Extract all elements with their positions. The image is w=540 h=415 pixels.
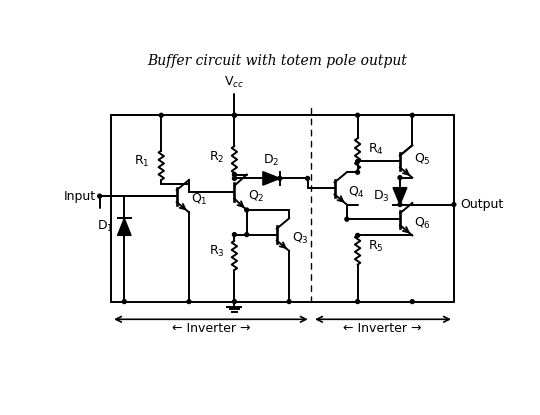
Circle shape: [287, 300, 291, 303]
Text: Output: Output: [460, 198, 503, 211]
Text: Q$_3$: Q$_3$: [292, 231, 309, 246]
Text: Q$_6$: Q$_6$: [414, 215, 431, 231]
Text: Input: Input: [64, 190, 96, 203]
Text: Q$_2$: Q$_2$: [248, 188, 265, 204]
Circle shape: [233, 300, 237, 303]
Text: V$_{cc}$: V$_{cc}$: [224, 75, 245, 90]
Circle shape: [356, 113, 360, 117]
Polygon shape: [263, 172, 280, 185]
Text: D$_2$: D$_2$: [263, 152, 280, 168]
Polygon shape: [393, 188, 407, 205]
Text: Q$_1$: Q$_1$: [191, 193, 207, 208]
Circle shape: [345, 217, 349, 221]
Circle shape: [356, 300, 360, 303]
Text: R$_5$: R$_5$: [368, 239, 383, 254]
Circle shape: [159, 113, 163, 117]
Text: R$_4$: R$_4$: [368, 142, 383, 157]
Circle shape: [306, 176, 309, 180]
Circle shape: [245, 208, 248, 212]
Text: D$_1$: D$_1$: [97, 220, 113, 234]
Circle shape: [356, 234, 360, 237]
Circle shape: [233, 173, 237, 176]
Text: D$_3$: D$_3$: [373, 188, 389, 204]
Text: Q$_4$: Q$_4$: [348, 185, 365, 200]
Circle shape: [245, 233, 248, 237]
Polygon shape: [118, 218, 131, 235]
Circle shape: [356, 170, 360, 174]
Circle shape: [187, 300, 191, 303]
Text: R$_3$: R$_3$: [208, 244, 225, 259]
Text: ← Inverter →: ← Inverter →: [172, 322, 251, 335]
Text: Buffer circuit with totem pole output: Buffer circuit with totem pole output: [147, 54, 407, 68]
Circle shape: [233, 113, 237, 117]
Circle shape: [233, 233, 237, 237]
Text: R$_1$: R$_1$: [134, 154, 150, 169]
Text: R$_2$: R$_2$: [209, 150, 225, 165]
Circle shape: [452, 203, 456, 207]
Circle shape: [123, 300, 126, 303]
Circle shape: [410, 300, 414, 303]
Circle shape: [398, 203, 402, 207]
Circle shape: [98, 194, 102, 198]
Circle shape: [233, 113, 237, 117]
Circle shape: [356, 159, 360, 164]
Circle shape: [410, 113, 414, 117]
Circle shape: [233, 176, 237, 180]
Circle shape: [278, 176, 282, 180]
Text: Q$_5$: Q$_5$: [414, 152, 430, 168]
Circle shape: [398, 176, 402, 180]
Text: ← Inverter →: ← Inverter →: [343, 322, 422, 335]
